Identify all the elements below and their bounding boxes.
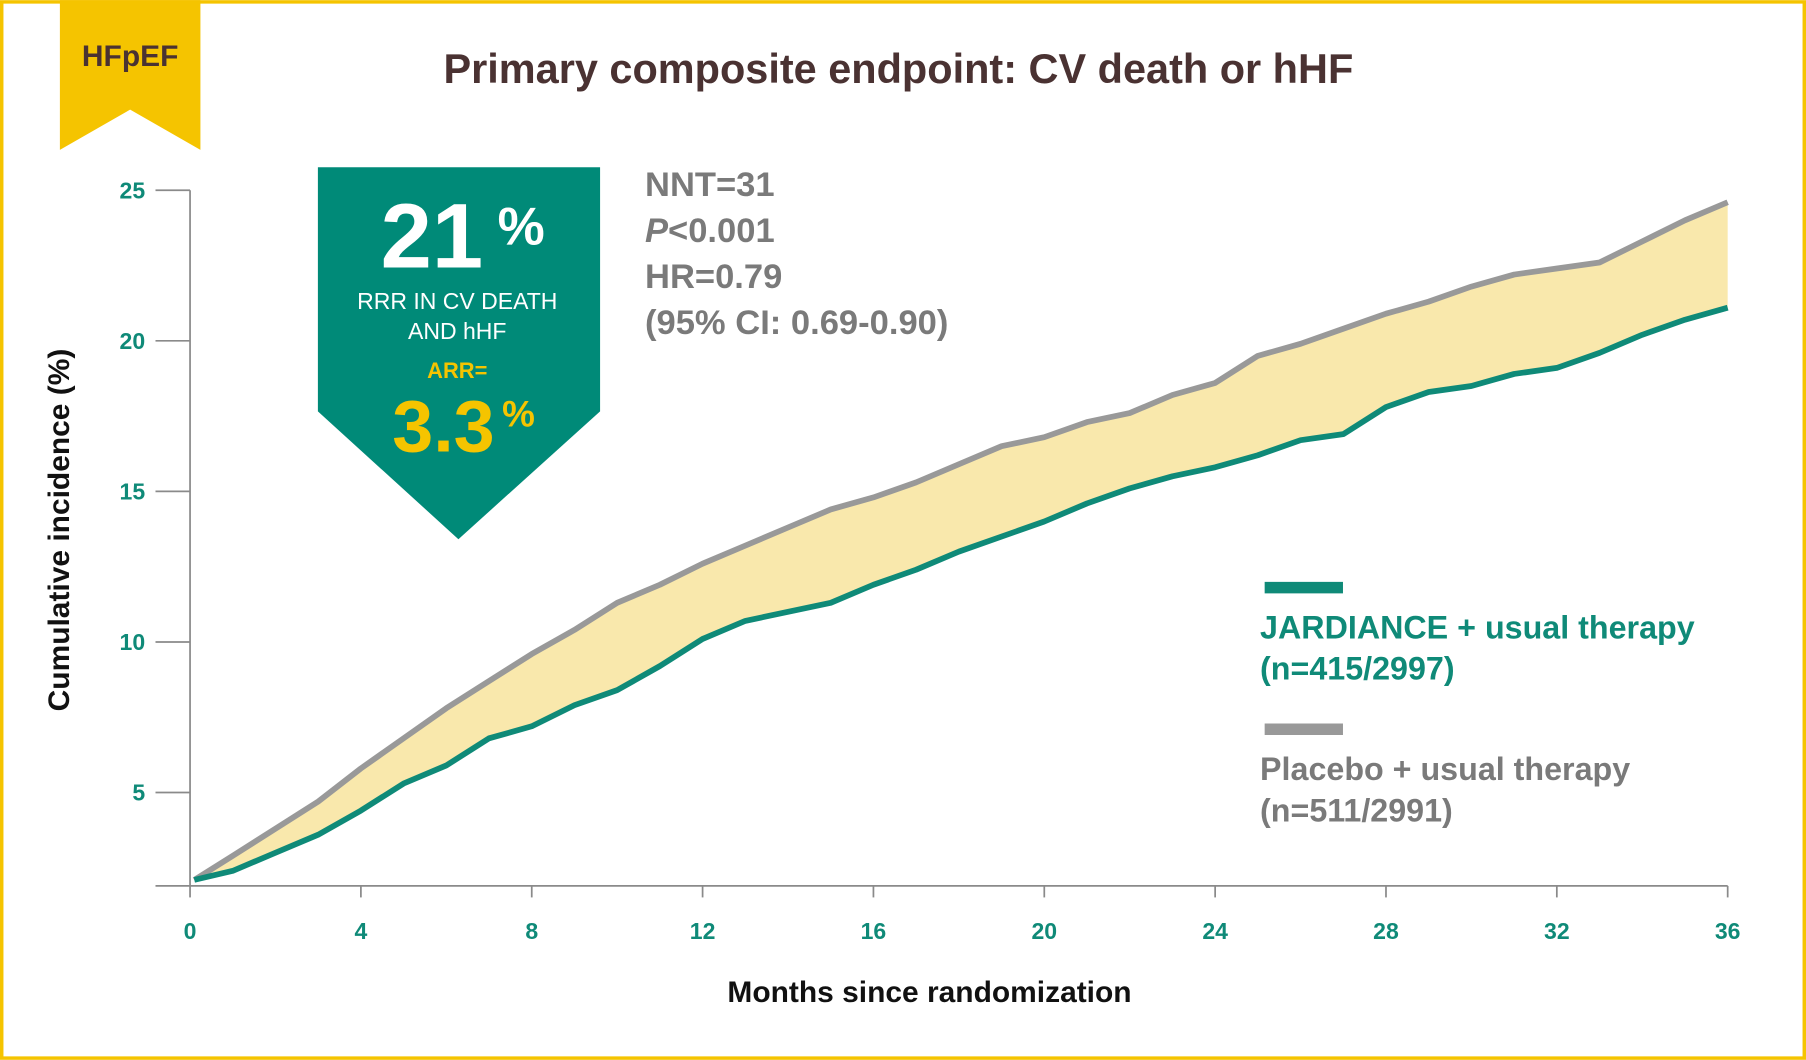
y-tick-label: 25 — [120, 177, 146, 203]
stat-ci: (95% CI: 0.69-0.90) — [645, 304, 948, 342]
y-tick-label: 5 — [132, 780, 145, 806]
stat-nnt: NNT=31 — [645, 166, 775, 204]
legend-label: Placebo + usual therapy — [1260, 751, 1630, 787]
stat-hr: HR=0.79 — [645, 258, 782, 296]
series-line — [192, 199, 1729, 883]
chart-title: Primary composite endpoint: CV death or … — [444, 45, 1354, 92]
y-tick-label: 20 — [120, 328, 146, 354]
x-tick-label: 0 — [184, 918, 197, 944]
x-tick-label: 12 — [690, 918, 716, 944]
callout-arr: 3.3 — [392, 385, 494, 468]
plot-area: 5 10 15 20 25 0 4 8 12 16 20 24 28 32 36 JARDIANCE + us… — [120, 177, 1741, 944]
x-tick-label: 4 — [354, 918, 367, 944]
y-axis-label: Cumulative incidence (%) — [43, 349, 76, 712]
x-axis-label: Months since randomization — [727, 976, 1131, 1009]
stat-p: P<0.001 — [645, 212, 775, 250]
x-tick-label: 32 — [1544, 918, 1570, 944]
y-tick-label: 10 — [120, 629, 146, 655]
callout-arr-label: ARR= — [427, 358, 487, 383]
p-text: <0.001 — [668, 212, 775, 250]
callout-text: RRR IN CV DEATH — [357, 288, 557, 314]
gap-fill — [194, 202, 1728, 880]
x-tick-label: 8 — [525, 918, 538, 944]
series-line — [193, 304, 1729, 883]
callout-rrr-unit: % — [498, 197, 545, 256]
legend-note: (n=511/2991) — [1260, 792, 1453, 828]
x-tick-label: 24 — [1202, 918, 1228, 944]
x-tick-label: 16 — [861, 918, 887, 944]
badge: HFpEF — [82, 40, 178, 73]
callout-arr-unit: % — [502, 393, 535, 434]
x-tick-label: 36 — [1715, 918, 1741, 944]
callout-rrr: 21 — [381, 184, 483, 287]
stats: NNT=31 P<0.001 HR=0.79 (95% CI: 0.69-0.9… — [645, 166, 948, 342]
x-tick-label: 28 — [1373, 918, 1399, 944]
callout-text: AND hHF — [408, 318, 506, 344]
legend-note: (n=415/2997) — [1260, 651, 1455, 687]
badge-shape — [59, 0, 201, 150]
p-symbol: P — [645, 212, 669, 250]
callout-shape — [317, 167, 601, 540]
y-tick-label: 15 — [120, 478, 146, 504]
x-tick-label: 20 — [1031, 918, 1057, 944]
legend-label: JARDIANCE + usual therapy — [1260, 609, 1695, 645]
